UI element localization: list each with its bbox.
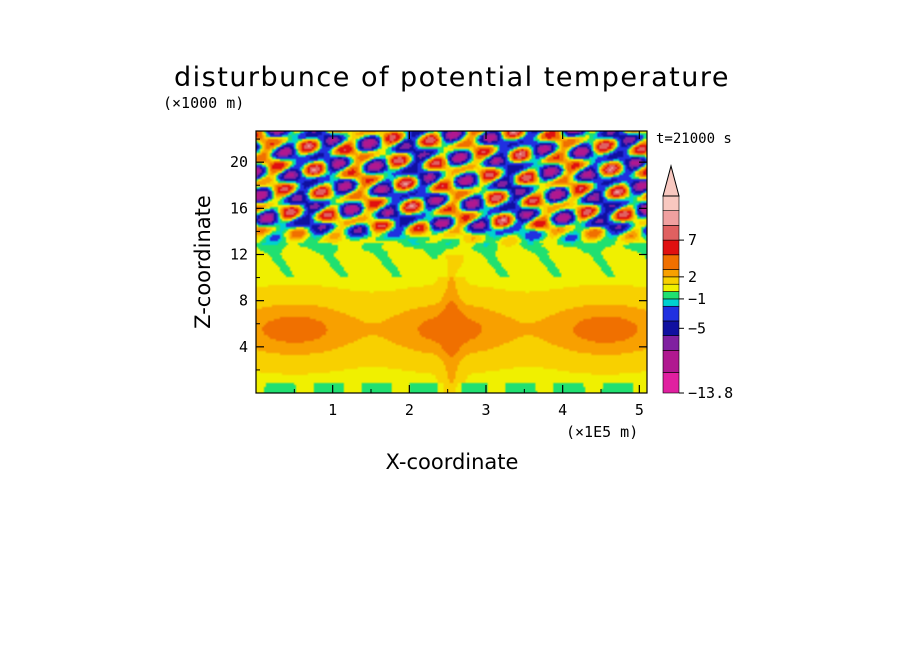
colorbar-label: −5	[688, 319, 706, 337]
x-axis-label: X-coordinate	[386, 450, 519, 474]
colorbar-label: −1	[688, 290, 706, 308]
colorbar-label: 7	[688, 231, 697, 249]
colorbar-segment	[662, 210, 680, 226]
colorbar-extend-arrow	[662, 164, 680, 197]
y-axis: 4 8 12 16 20	[230, 138, 647, 371]
x-tick-label: 1	[328, 401, 337, 419]
colorbar-segment	[662, 225, 680, 241]
plot-frame	[255, 130, 648, 394]
colorbar: 7 2 −1 −5 −13.8	[662, 164, 733, 402]
y-axis-label: Z-coordinate	[191, 195, 215, 329]
colorbar-segment	[662, 269, 680, 278]
x-tick-label: 3	[481, 401, 490, 419]
y-tick-label: 16	[230, 199, 248, 217]
y-tick-label: 4	[239, 338, 248, 356]
colorbar-segment	[662, 335, 680, 351]
colorbar-segment	[662, 254, 680, 270]
colorbar-segment	[662, 195, 680, 212]
x-unit-label: (×1E5 m)	[566, 423, 638, 441]
y-tick-label: 12	[230, 245, 248, 263]
y-tick-label: 20	[230, 153, 248, 171]
colorbar-segment	[662, 276, 680, 285]
colorbar-segment	[662, 291, 680, 300]
colorbar-segment	[662, 283, 680, 292]
chart-title: disturbunce of potential temperature	[174, 62, 730, 93]
contour-field	[256, 131, 647, 393]
x-tick-label: 4	[558, 401, 567, 419]
colorbar-segment	[662, 320, 680, 336]
colorbar-segment	[662, 239, 680, 256]
colorbar-segment	[662, 350, 680, 373]
colorbar-segment	[662, 305, 680, 322]
heatmap-plot-area	[255, 130, 648, 394]
colorbar-segment	[662, 298, 680, 307]
y-tick-label: 8	[239, 292, 248, 310]
colorbar-label: −13.8	[688, 384, 733, 402]
x-tick-label: 2	[405, 401, 414, 419]
colorbar-segment	[662, 372, 680, 394]
colorbar-label: 2	[688, 268, 697, 286]
x-tick-label: 5	[635, 401, 644, 419]
x-axis: 1 2 3 4 5	[293, 131, 644, 419]
time-label: t=21000 s	[656, 131, 732, 147]
y-unit-label: (×1000 m)	[163, 94, 244, 112]
